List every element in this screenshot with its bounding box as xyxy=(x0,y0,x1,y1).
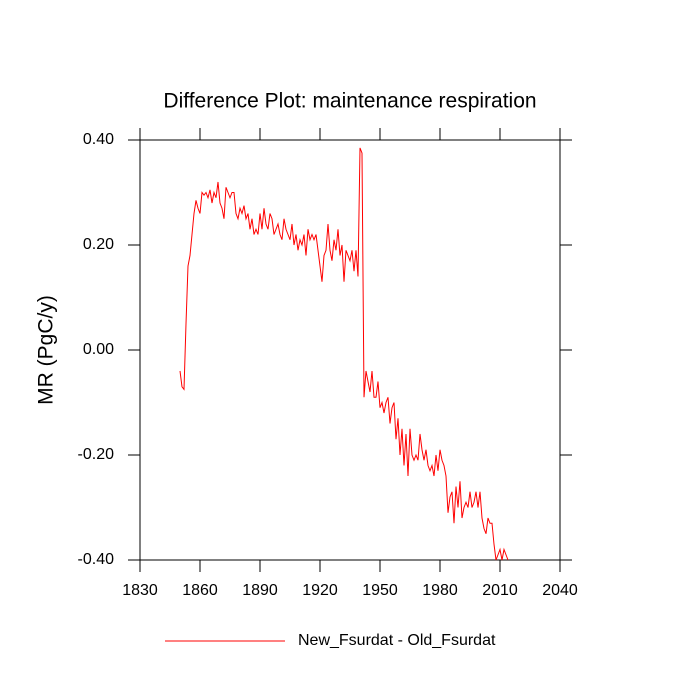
y-axis-label: MR (PgC/y) xyxy=(35,295,58,405)
y-tick-label: -0.20 xyxy=(78,446,115,463)
legend-label: New_Fsurdat - Old_Fsurdat xyxy=(298,632,496,649)
x-tick-label: 2040 xyxy=(542,582,578,599)
x-tick-label: 1950 xyxy=(362,582,398,599)
x-tick-label: 2010 xyxy=(482,582,518,599)
y-tick-label: 0.00 xyxy=(83,341,114,358)
y-tick-label: -0.40 xyxy=(78,551,115,568)
y-tick-label: 0.40 xyxy=(83,131,114,148)
y-tick-label: 0.20 xyxy=(83,236,114,253)
x-tick-label: 1920 xyxy=(302,582,338,599)
chart-title: Difference Plot: maintenance respiration xyxy=(163,90,536,113)
x-tick-label: 1890 xyxy=(242,582,278,599)
x-tick-label: 1980 xyxy=(422,582,458,599)
x-tick-label: 1860 xyxy=(182,582,218,599)
plot-frame xyxy=(139,139,561,561)
x-tick-label: 1830 xyxy=(122,582,158,599)
data-line xyxy=(179,147,509,561)
